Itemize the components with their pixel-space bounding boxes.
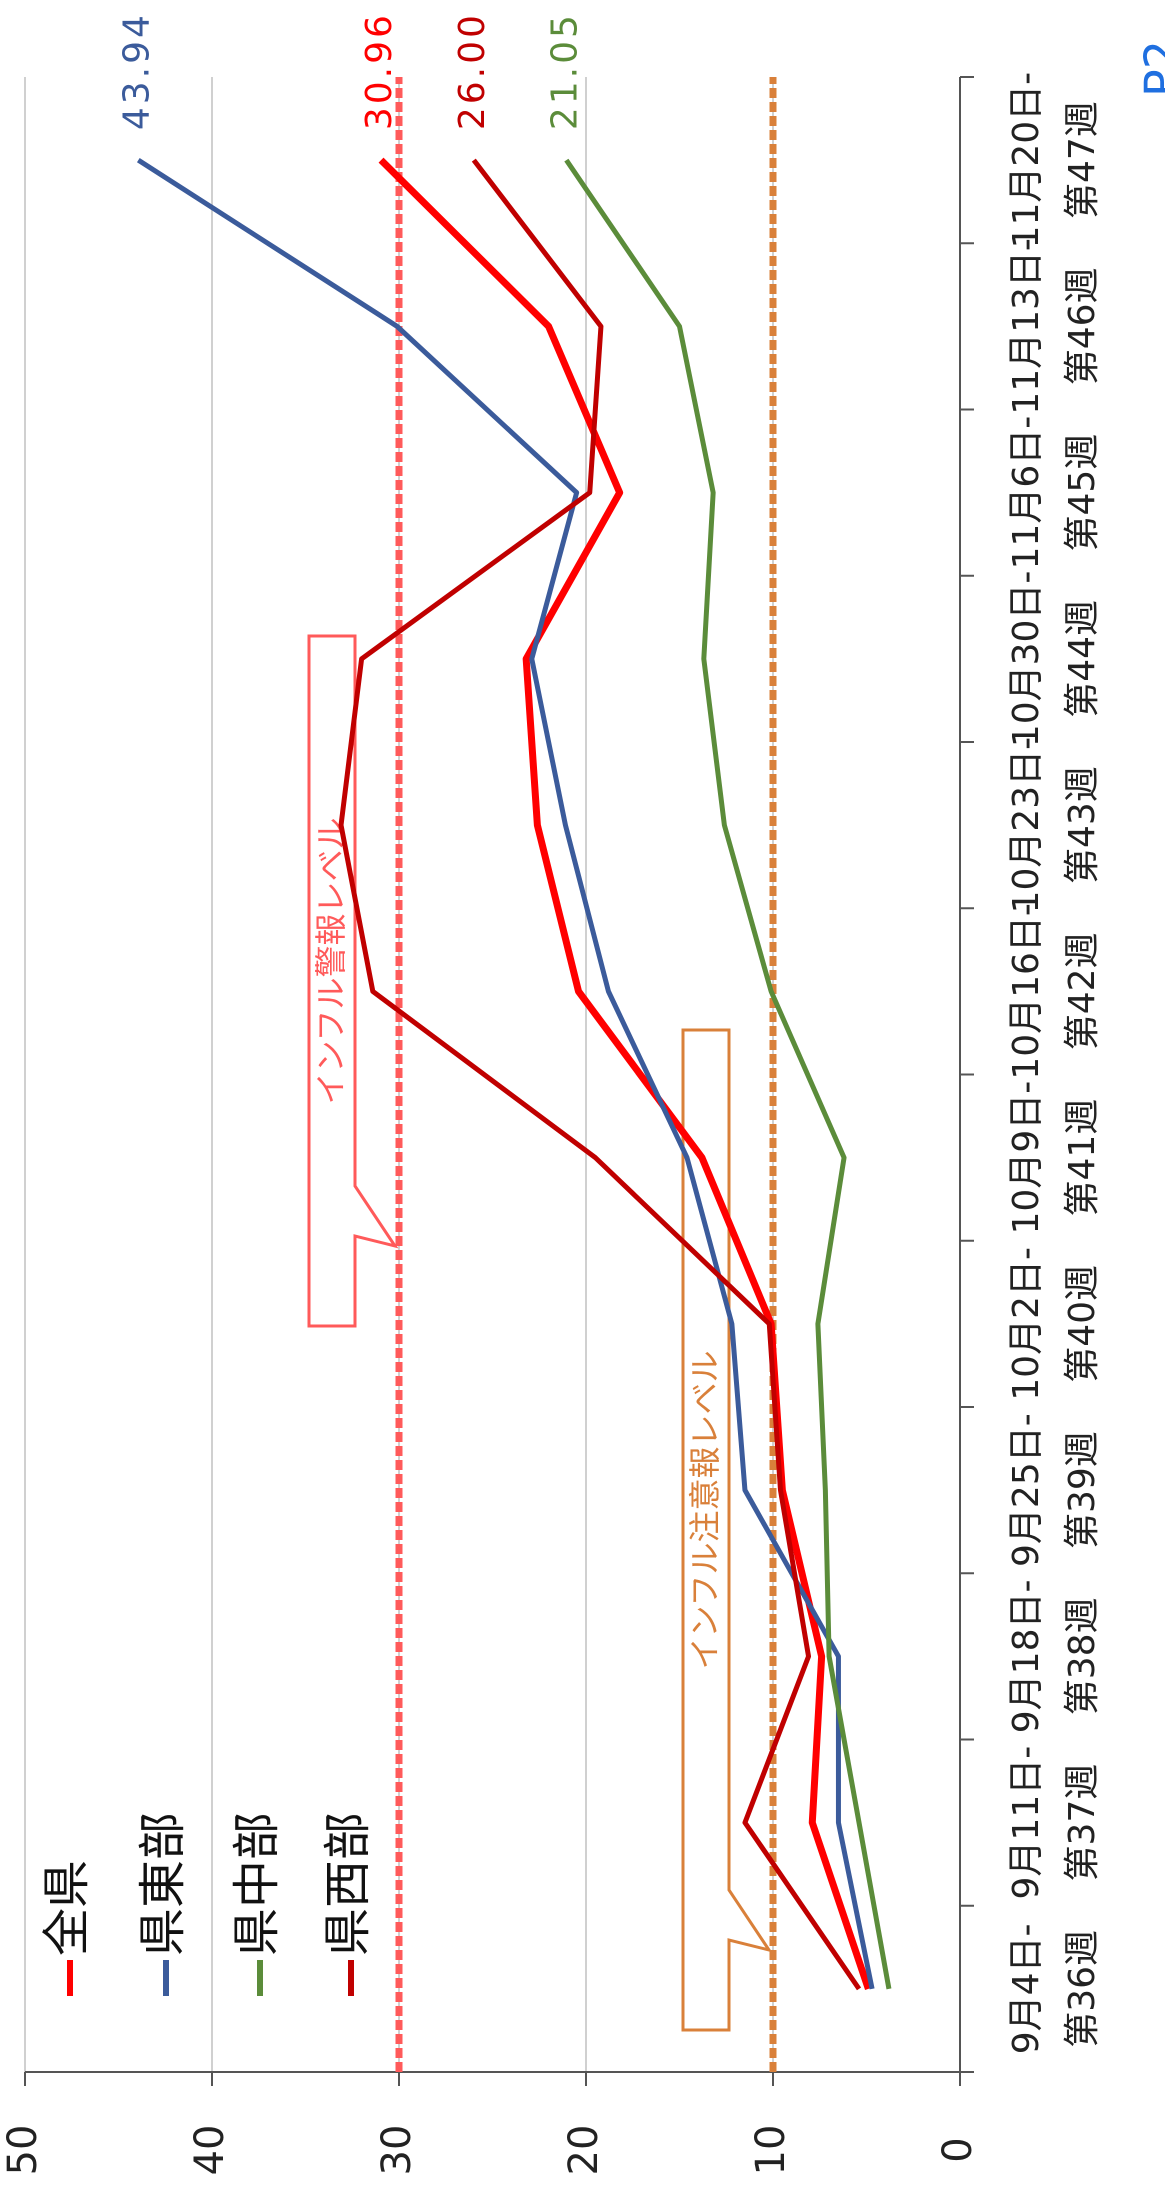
x-tick-label-line: 第42週 xyxy=(1062,932,1103,1050)
callout xyxy=(681,1028,773,2032)
callout-label: インフル注意報レベル xyxy=(686,1350,724,1669)
x-tick-label-line: 第38週 xyxy=(1062,1597,1103,1715)
x-tick-label-line: 10月16日- xyxy=(1006,903,1047,1080)
x-tick-label-line: 第37週 xyxy=(1062,1764,1103,1882)
x-tick-label-line: 第39週 xyxy=(1062,1431,1103,1549)
x-tick-label: 11月20日- 第47週 xyxy=(1006,72,1103,249)
x-tick-label: 10月16日- 第42週 xyxy=(1006,903,1103,1080)
x-tick-label: 10月23日- 第43週 xyxy=(1006,737,1103,914)
x-tick-label-line: 11月13日- xyxy=(1006,238,1047,415)
x-tick-label-line: 第36週 xyxy=(1062,1930,1103,2048)
legend-label: 県東部 xyxy=(135,1812,191,1956)
x-tick-label-line: 10月30日- xyxy=(1006,571,1047,748)
x-tick-label: 9月25日- 第39週 xyxy=(1006,1413,1103,1567)
x-tick-label: 9月4日- 第36週 xyxy=(1006,1923,1103,2054)
x-tick-label: 9月11日- 第37週 xyxy=(1006,1746,1103,1900)
series-line xyxy=(564,158,892,1990)
value-label: 43.94 xyxy=(116,12,157,130)
series-line xyxy=(136,158,875,1990)
x-tick-label: 9月18日- 第38週 xyxy=(1006,1580,1103,1734)
series-line xyxy=(378,157,872,1990)
x-tick-label: 11月6日- 第45週 xyxy=(1006,416,1103,570)
x-tick-label-line: 第46週 xyxy=(1062,267,1103,385)
y-tick-label: 10 xyxy=(748,2125,794,2176)
x-tick-label: 10月2日- 第40週 xyxy=(1006,1247,1103,1401)
x-tick-label-line: 10月9日- xyxy=(1006,1081,1047,1235)
x-tick-label-line: 10月23日- xyxy=(1006,737,1047,914)
plot: 0 10 20 30 40 50 9月4日- 第36週 9月11日- 第37週 9月18日- 第38週… xyxy=(0,12,1103,2175)
x-tick-label-line: 11月6日- xyxy=(1006,416,1047,570)
x-tick-label-line: 9月25日- xyxy=(1006,1413,1047,1567)
x-tick-label-line: 第47週 xyxy=(1062,101,1103,219)
x-tick-label-line: 第44週 xyxy=(1062,600,1103,718)
legend-label: 県中部 xyxy=(229,1812,285,1956)
x-tick-label-line: 第45週 xyxy=(1062,434,1103,552)
x-tick-label: 11月13日- 第46週 xyxy=(1006,238,1103,415)
x-tick-label-line: 10月2日- xyxy=(1006,1247,1047,1401)
x-tick-label-line: 9月11日- xyxy=(1006,1746,1047,1900)
legend-label: 全県 xyxy=(39,1860,95,1956)
page-label: P2 xyxy=(1135,40,1165,97)
x-tick-label-line: 11月20日- xyxy=(1006,72,1047,249)
x-tick-label-line: 9月4日- xyxy=(1006,1923,1047,2054)
value-label: 30.96 xyxy=(359,12,400,130)
y-tick-label: 40 xyxy=(187,2125,233,2176)
x-tick-label: 10月9日- 第41週 xyxy=(1006,1081,1103,1235)
callout xyxy=(307,634,399,1328)
x-tick-label: 10月30日- 第44週 xyxy=(1006,571,1103,748)
callout-label: インフル警報レベル xyxy=(312,817,350,1104)
value-label: 21.05 xyxy=(544,12,585,130)
legend-label: 県西部 xyxy=(320,1812,376,1956)
y-tick-label: 30 xyxy=(374,2125,420,2176)
x-tick-label-line: 第41週 xyxy=(1062,1099,1103,1217)
x-tick-label-line: 第43週 xyxy=(1062,766,1103,884)
y-tick-label: 50 xyxy=(0,2125,46,2176)
x-tick-label-line: 第40週 xyxy=(1062,1265,1103,1383)
y-tick-label: 0 xyxy=(935,2137,981,2162)
series-line xyxy=(338,158,862,1991)
value-label: 26.00 xyxy=(452,12,493,130)
x-tick-label-line: 9月18日- xyxy=(1006,1580,1047,1734)
y-tick-label: 20 xyxy=(561,2125,607,2176)
